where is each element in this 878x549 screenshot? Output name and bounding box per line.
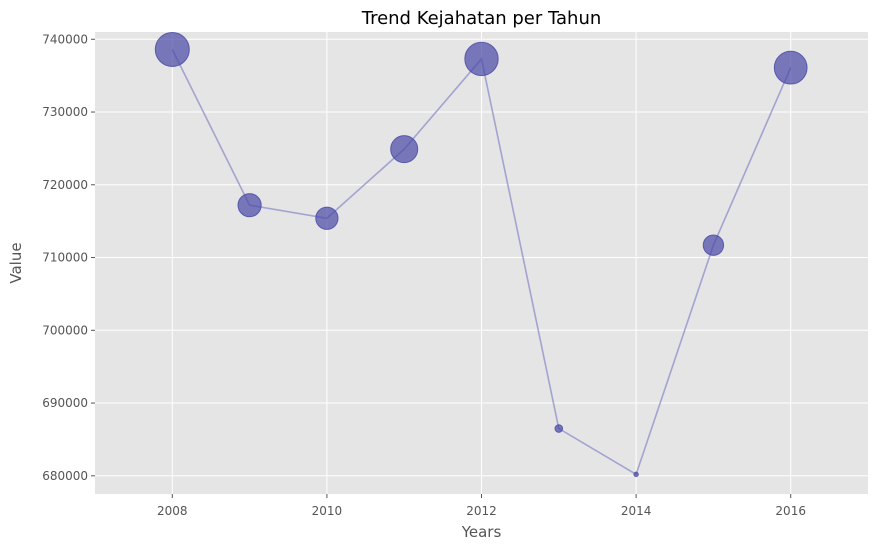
- data-point: [390, 135, 419, 164]
- x-tick-label: 2016: [775, 504, 806, 518]
- x-tick-label: 2012: [466, 504, 497, 518]
- y-tick-label: 710000: [42, 251, 88, 265]
- y-tick-label: 720000: [42, 178, 88, 192]
- markers: [154, 31, 808, 478]
- chart-title: Trend Kejahatan per Tahun: [361, 8, 602, 29]
- y-tick-label: 700000: [42, 323, 88, 337]
- y-axis-label: Value: [7, 242, 25, 283]
- data-point: [154, 31, 190, 67]
- data-point: [237, 193, 262, 218]
- data-point: [773, 50, 808, 85]
- y-tick-label: 740000: [42, 32, 88, 46]
- y-tick-label: 690000: [42, 396, 88, 410]
- data-point: [554, 424, 564, 433]
- x-tick-label: 2008: [157, 504, 188, 518]
- x-tick-label: 2014: [621, 504, 652, 518]
- y-axis: 680000 690000 700000 710000 720000 730000 7400…: [42, 32, 95, 483]
- data-point: [702, 234, 725, 256]
- x-axis: 2008 2010 2012 2014 2016: [157, 494, 806, 518]
- x-tick-label: 2010: [312, 504, 343, 518]
- data-point: [315, 206, 339, 230]
- data-point: [633, 471, 639, 478]
- data-point: [464, 41, 499, 77]
- y-tick-label: 730000: [42, 105, 88, 119]
- x-axis-label: Years: [461, 523, 502, 541]
- y-tick-label: 680000: [42, 469, 88, 483]
